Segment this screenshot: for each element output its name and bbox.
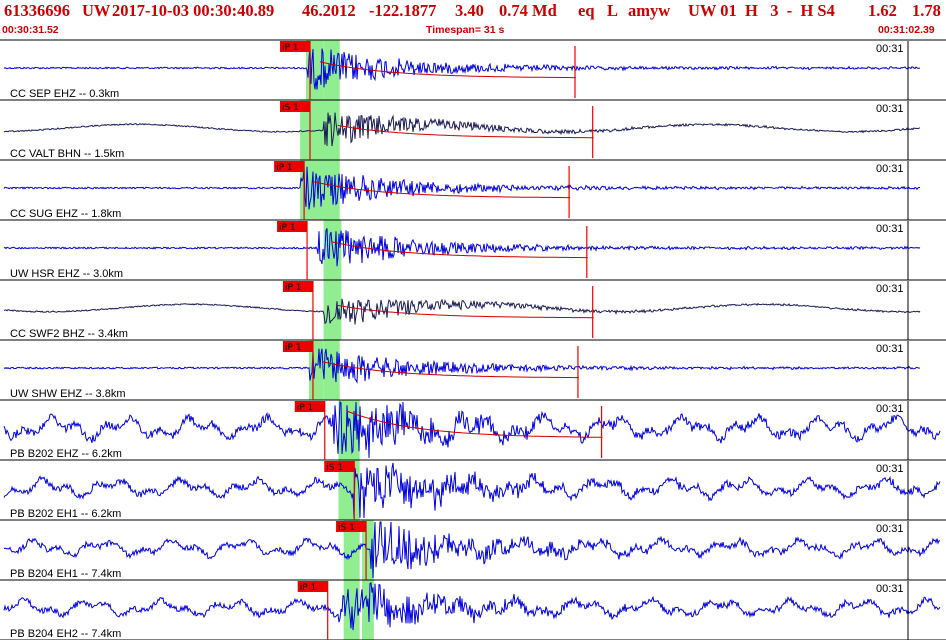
station-label: CC VALT BHN -- 1.5km <box>10 148 124 160</box>
station-label: PB B202 EH1 -- 6.2km <box>10 508 121 520</box>
waveform-trace <box>3 298 921 325</box>
phase-pick-flag <box>297 581 328 592</box>
phase-pick-flag <box>336 521 367 532</box>
station-label: PB B204 EH1 -- 7.4km <box>10 568 121 580</box>
coda-curve <box>322 361 579 379</box>
coda-curve <box>337 124 594 139</box>
highlight-band <box>323 340 340 400</box>
phase-pick-flag <box>277 221 308 232</box>
station-label: PB B202 EHZ -- 6.2km <box>10 448 122 460</box>
phase-pick-flag <box>280 101 310 112</box>
waveform-trace <box>3 228 921 267</box>
highlight-band <box>362 580 374 640</box>
value-1: 1.62 <box>868 1 897 20</box>
latitude: 46.2012 <box>302 1 356 20</box>
time-mark-label: 00:31 <box>876 463 904 475</box>
highlight-band <box>323 40 340 100</box>
depth: 3.40 <box>455 1 484 20</box>
phase-pick-label: iS 1 <box>338 523 355 533</box>
analyst: amyw <box>628 1 671 20</box>
phase-pick-label: iP 1 <box>276 163 293 173</box>
start-time: 00:30:31.52 <box>2 24 59 36</box>
value-2: 1.78 <box>912 1 941 20</box>
timespan-label: Timespan= 31 s <box>426 24 505 36</box>
waveform-trace <box>3 112 921 147</box>
phase-pick-flag <box>294 401 325 412</box>
event-header: 61336696 UW 2017-10-03 00:30:40.89 46.20… <box>0 0 946 22</box>
event-id: 61336696 <box>4 1 70 20</box>
station-label: PB B204 EH2 -- 7.4km <box>10 628 121 640</box>
waveform-trace <box>3 521 941 579</box>
station-label: UW HSR EHZ -- 3.0km <box>10 268 123 280</box>
waveform-trace <box>3 581 941 631</box>
waveform-trace <box>3 462 941 519</box>
origin-time: 2017-10-03 00:30:40.89 <box>112 1 275 20</box>
longitude: -122.1877 <box>369 1 437 20</box>
coda-curve <box>319 61 576 79</box>
station-label: CC SUG EHZ -- 1.8km <box>10 208 121 220</box>
location-type: L <box>607 1 619 20</box>
highlight-band <box>343 520 360 580</box>
time-mark-label: 00:31 <box>876 223 904 235</box>
time-mark-label: 00:31 <box>876 583 904 595</box>
waveform-trace <box>3 348 921 384</box>
station-label: CC SWF2 BHZ -- 3.4km <box>10 328 128 340</box>
highlight-band <box>323 280 340 340</box>
highlight-band <box>362 520 374 580</box>
coda-curve <box>337 304 594 319</box>
quality-code: UW 01 H 3 - H S4 <box>688 1 835 20</box>
phase-pick-label: iP 1 <box>285 283 302 293</box>
waveform-trace <box>3 166 921 210</box>
phase-pick-label: iP 1 <box>297 403 314 413</box>
network-code: UW <box>82 1 111 20</box>
time-mark-label: 00:31 <box>876 343 904 355</box>
magnitude: 0.74 Md <box>499 1 557 20</box>
coda-curve <box>313 181 571 199</box>
phase-pick-flag <box>282 341 313 352</box>
time-mark-label: 00:31 <box>876 283 904 295</box>
highlight-band <box>323 220 340 280</box>
time-mark-label: 00:31 <box>876 523 904 535</box>
phase-pick-label: iP 1 <box>279 223 296 233</box>
phase-pick-flag <box>324 461 355 472</box>
phase-pick-label: iP 1 <box>300 583 317 593</box>
waveform-trace <box>3 400 941 459</box>
phase-pick-label: iP 1 <box>285 343 302 353</box>
station-label: CC SEP EHZ -- 0.3km <box>10 88 119 100</box>
phase-pick-label: iS 1 <box>326 463 343 473</box>
event-type: eq <box>578 1 595 20</box>
time-mark-label: 00:31 <box>876 403 904 415</box>
station-label: UW SHW EHZ -- 3.8km <box>10 388 126 400</box>
time-mark-label: 00:31 <box>876 163 904 175</box>
phase-pick-flag <box>280 41 310 52</box>
coda-curve <box>331 241 588 259</box>
waveform-trace <box>3 46 921 90</box>
time-mark-label: 00:31 <box>876 103 904 115</box>
phase-pick-flag <box>282 281 313 292</box>
phase-pick-label: iS 1 <box>282 103 299 113</box>
coda-curve <box>346 410 603 438</box>
phase-pick-flag <box>274 161 305 172</box>
phase-pick-label: iP 1 <box>282 43 299 53</box>
end-time: 00:31:02.39 <box>878 24 935 36</box>
time-mark-label: 00:31 <box>876 43 904 55</box>
